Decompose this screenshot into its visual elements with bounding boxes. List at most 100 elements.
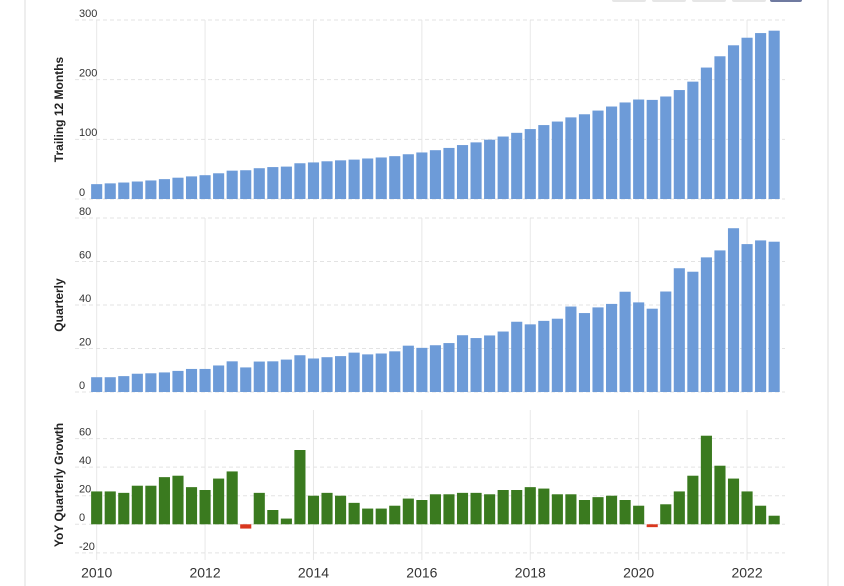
bar <box>714 250 726 392</box>
x-tick-label: 2018 <box>515 565 546 581</box>
range-button[interactable] <box>770 0 802 2</box>
y-tick-label: 0 <box>79 512 85 524</box>
bar <box>199 175 211 199</box>
bar <box>511 321 523 392</box>
bar <box>714 56 726 200</box>
bar <box>646 524 658 528</box>
bar <box>294 355 306 392</box>
x-tick-label: 2014 <box>298 565 329 581</box>
bar <box>484 494 496 525</box>
bar <box>104 491 116 525</box>
y-tick-label: 40 <box>79 293 91 305</box>
bar <box>172 177 184 199</box>
bar <box>565 306 577 392</box>
bar <box>348 502 360 525</box>
bar <box>673 90 685 199</box>
bar <box>727 478 740 525</box>
bar <box>118 492 130 525</box>
bar <box>280 518 292 525</box>
bar <box>606 106 618 199</box>
bar <box>714 465 726 525</box>
bar <box>741 491 753 525</box>
bar <box>538 125 550 199</box>
bar <box>91 377 103 392</box>
bar <box>185 176 198 199</box>
y-tick-label: 80 <box>79 206 91 218</box>
bar <box>118 376 130 392</box>
bar <box>429 494 441 525</box>
bar <box>389 351 401 392</box>
range-button[interactable] <box>692 0 726 2</box>
y-tick-label: 40 <box>79 455 91 467</box>
bar <box>307 162 320 199</box>
bar <box>646 99 658 199</box>
bar <box>294 450 306 525</box>
bar <box>375 157 387 199</box>
bar <box>158 179 170 199</box>
x-tick-label: 2022 <box>731 565 762 581</box>
bar <box>592 110 604 199</box>
bar <box>497 136 509 199</box>
range-button[interactable] <box>612 0 646 2</box>
bar <box>104 377 116 392</box>
bar <box>741 37 753 199</box>
y-tick-label: 0 <box>79 380 85 392</box>
bar <box>700 257 712 392</box>
bar <box>335 356 347 392</box>
bar <box>619 500 631 525</box>
bar <box>511 490 523 525</box>
bar <box>755 240 767 392</box>
bar <box>578 114 591 199</box>
bar <box>470 142 482 199</box>
bar <box>578 313 591 392</box>
bar <box>267 167 279 199</box>
bar <box>307 495 320 525</box>
bar <box>240 367 252 392</box>
bar <box>687 475 699 525</box>
bar <box>565 117 577 199</box>
y-tick-label: 100 <box>79 127 97 139</box>
bar <box>429 150 441 199</box>
bar <box>348 159 360 199</box>
bar <box>768 515 780 525</box>
range-button[interactable] <box>732 0 766 2</box>
bar <box>226 471 238 525</box>
bar <box>606 495 618 525</box>
bar <box>687 81 699 199</box>
bar <box>253 168 265 199</box>
bar <box>362 508 374 525</box>
bar <box>687 271 699 392</box>
bar <box>362 354 374 392</box>
bar <box>727 228 740 392</box>
bar <box>551 121 563 199</box>
bar <box>619 102 631 199</box>
y-tick-label: 60 <box>79 426 91 438</box>
bar <box>524 324 536 392</box>
y-tick-label: 0 <box>79 187 85 199</box>
bar <box>700 67 712 199</box>
bar <box>497 490 509 525</box>
y-tick-label: 20 <box>79 484 91 496</box>
bar <box>348 352 360 392</box>
bar <box>199 490 211 525</box>
bar <box>646 308 658 392</box>
bar <box>131 485 143 525</box>
bar <box>402 345 414 392</box>
bar <box>470 492 482 525</box>
bar <box>294 163 306 199</box>
bar <box>253 492 265 525</box>
bar <box>524 129 536 199</box>
bar <box>429 345 441 392</box>
y-tick-label: 300 <box>79 8 97 20</box>
y-tick-label: 200 <box>79 68 97 80</box>
bar <box>213 365 225 392</box>
bar <box>755 33 767 199</box>
bar <box>443 147 455 199</box>
bar <box>145 373 157 392</box>
bar <box>389 156 401 199</box>
bar <box>484 335 496 392</box>
bar <box>185 487 198 525</box>
bar <box>660 291 672 392</box>
range-button[interactable] <box>652 0 686 2</box>
bar <box>727 45 740 199</box>
